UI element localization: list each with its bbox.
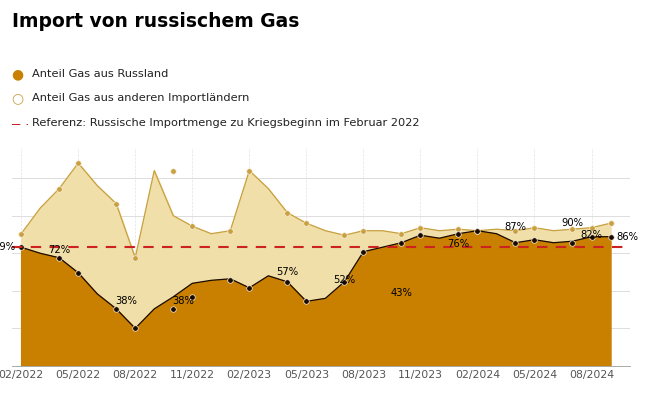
Text: 43%: 43% (390, 288, 412, 298)
Point (358, 248, 369, 255)
Point (358, 228, 369, 234)
Text: 90%: 90% (562, 218, 584, 228)
Point (16, 230, 27, 237)
Point (586, 234, 597, 240)
Point (282, 279, 292, 285)
Point (339, 279, 349, 285)
Text: ○: ○ (12, 91, 24, 105)
Point (567, 240, 578, 246)
Point (130, 254, 140, 261)
Point (282, 210, 292, 216)
Point (510, 228, 521, 234)
Point (225, 228, 236, 234)
Text: 57%: 57% (276, 267, 298, 277)
Point (111, 200, 122, 207)
Point (54, 254, 64, 261)
Text: 86%: 86% (616, 232, 638, 242)
Point (339, 232, 349, 238)
Point (54, 185, 64, 192)
Point (567, 226, 578, 232)
Text: 38%: 38% (115, 296, 137, 306)
Point (111, 306, 122, 312)
Point (244, 167, 254, 174)
Point (586, 224, 597, 231)
Point (529, 236, 540, 243)
Point (454, 226, 464, 232)
Point (187, 294, 197, 300)
Point (73, 270, 83, 276)
Point (73, 160, 83, 166)
Point (606, 220, 616, 226)
Text: 72%: 72% (48, 245, 71, 255)
Point (606, 234, 616, 240)
Point (187, 223, 197, 229)
Text: 76%: 76% (447, 239, 470, 249)
Point (301, 220, 311, 226)
Point (244, 285, 254, 291)
Point (16, 244, 27, 250)
Text: 87%: 87% (505, 222, 527, 232)
Point (472, 228, 483, 234)
Point (415, 232, 426, 238)
Point (168, 167, 179, 174)
Point (529, 224, 540, 231)
Text: Import von russischem Gas: Import von russischem Gas (12, 12, 299, 31)
Text: 79%: 79% (0, 242, 16, 252)
Text: Anteil Gas aus anderen Importländern: Anteil Gas aus anderen Importländern (32, 93, 250, 103)
Text: ●: ● (12, 67, 24, 81)
Text: 82%: 82% (580, 230, 602, 240)
Text: 52%: 52% (333, 275, 355, 285)
Point (510, 240, 521, 246)
Point (415, 224, 426, 231)
Point (454, 230, 464, 237)
Point (130, 325, 140, 332)
Point (168, 306, 179, 312)
Point (396, 240, 406, 246)
Text: Anteil Gas aus Russland: Anteil Gas aus Russland (32, 69, 169, 79)
Text: 38%: 38% (172, 296, 193, 306)
Point (472, 228, 483, 234)
Point (396, 230, 406, 237)
Text: Referenz: Russische Importmenge zu Kriegsbeginn im Februar 2022: Referenz: Russische Importmenge zu Krieg… (32, 118, 420, 128)
Point (301, 298, 311, 304)
Point (225, 277, 236, 284)
